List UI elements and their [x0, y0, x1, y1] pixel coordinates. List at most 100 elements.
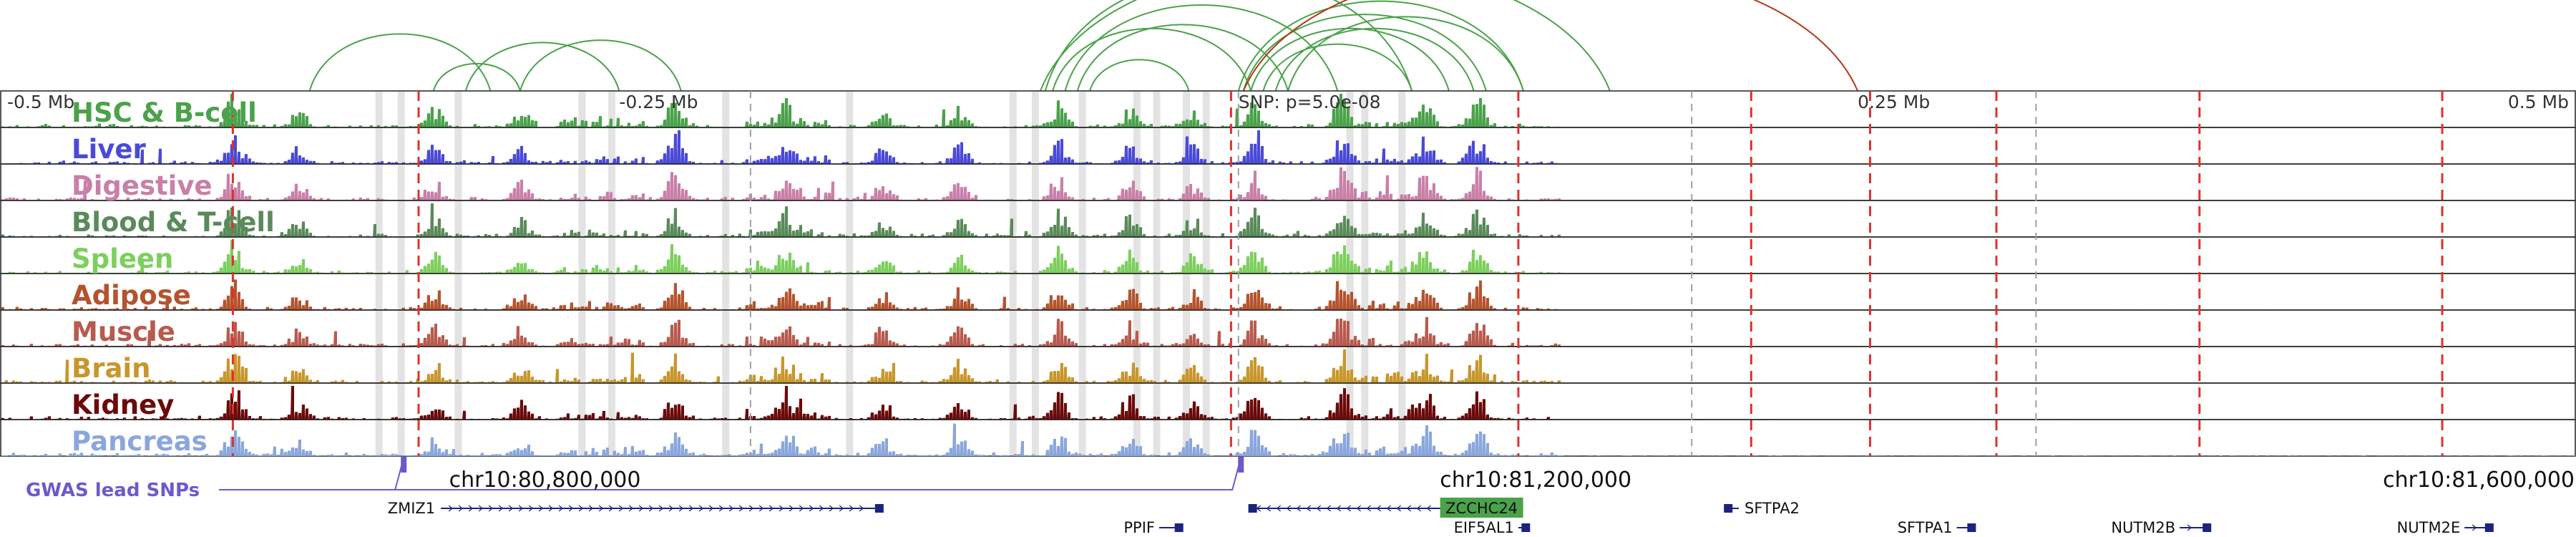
- gene-label: SFTPA1: [1898, 519, 1953, 536]
- gene-strand-chevron: [648, 505, 654, 512]
- track-frame: [0, 382, 2576, 420]
- gene-strand-chevron: [538, 505, 544, 512]
- relative-axis-label: 0.25 Mb: [1858, 92, 1930, 112]
- gene-exon: [1521, 523, 1531, 532]
- gene-strand-chevron: [718, 505, 724, 512]
- gene-strand-chevron: [1356, 505, 1361, 512]
- gene-strand-chevron: [1266, 505, 1271, 512]
- coordinate-label: chr10:80,800,000: [449, 468, 641, 493]
- chromatin-loop-arc: [1274, 27, 1475, 92]
- track-frame: [0, 419, 2576, 457]
- track-signal: [1, 240, 2576, 274]
- chromatin-loop-arc: [1076, 24, 1289, 92]
- gene-strand-chevron: [608, 505, 614, 512]
- track-label: Liver: [72, 134, 146, 165]
- gene-label: SFTPA2: [1745, 500, 1800, 517]
- track-label: Kidney: [72, 390, 174, 420]
- track-signal: [1, 167, 2576, 200]
- gene-strand-chevron: [779, 505, 784, 512]
- track-label: HSC & B-cell: [72, 97, 257, 128]
- gene-exon: [1174, 523, 1184, 532]
- track-frame: [0, 236, 2576, 274]
- gene-strand-chevron: [769, 505, 774, 512]
- track-frame: [0, 127, 2576, 165]
- gene-strand-chevron: [738, 505, 744, 512]
- gene-strand-chevron: [1316, 505, 1321, 512]
- track-frame: [0, 273, 2576, 311]
- gene-strand-chevron: [578, 505, 584, 512]
- gwas-lead-snps: GWAS lead SNPs: [26, 457, 1244, 501]
- gene-strand-chevron: [1276, 505, 1281, 512]
- track-label: Spleen: [72, 243, 173, 274]
- relative-axis-label: 0.5 Mb: [2508, 92, 2569, 112]
- gene-label: PPIF: [1123, 519, 1155, 536]
- gene-strand-chevron: [1286, 505, 1291, 512]
- gene-strand-chevron: [748, 505, 754, 512]
- gene-label: EIF5AL1: [1454, 519, 1514, 536]
- gene-strand-chevron: [478, 505, 484, 512]
- gene-strand-chevron: [448, 505, 454, 512]
- gene-strand-chevron: [1406, 505, 1411, 512]
- track-signal: [1, 423, 2576, 456]
- chromatin-loop-arc: [1250, 27, 1450, 92]
- marker-lines: [231, 91, 2444, 456]
- chromatin-loop-arc: [1039, 0, 1611, 92]
- gene-exon: [2484, 523, 2494, 532]
- track-signal: [1, 349, 2576, 383]
- track-signal: [1, 130, 2576, 164]
- track-labels: HSC & B-cell Liver Digestive Blood & T-cell…: [72, 97, 275, 457]
- gene-strand-chevron: [628, 505, 634, 512]
- track-label: Muscle: [72, 316, 175, 347]
- track-signal: [1, 386, 2576, 420]
- signal-tracks: [0, 90, 2576, 457]
- gene-strand-chevron: [458, 505, 464, 512]
- gwas-connector: [219, 457, 405, 490]
- gene-strand-chevron: [668, 505, 674, 512]
- relative-axis-label: SNP: p=5.0e-08: [1239, 92, 1381, 112]
- chromatin-loop-arc: [1262, 43, 1413, 92]
- chromatin-loop-arc: [308, 33, 492, 92]
- track-label: Adipose: [72, 280, 191, 311]
- chromatin-loop-arc: [1089, 59, 1190, 92]
- gene-label: NUTM2B: [2111, 519, 2175, 536]
- chromatin-loop-arc: [1237, 0, 1524, 92]
- gene-strand-chevron: [558, 505, 564, 512]
- gene-strand-chevron: [1376, 505, 1381, 512]
- chromatin-loop-arc: [1242, 0, 1859, 92]
- chromatin-loop-arc: [519, 39, 682, 92]
- track-signal: [1, 316, 2576, 347]
- chromatin-loop-arc: [432, 63, 521, 92]
- gene-strand-chevron: [728, 505, 734, 512]
- track-label: Digestive: [72, 170, 213, 201]
- gene-label: ZMIZ1: [388, 500, 435, 517]
- gene-strand-chevron: [1366, 505, 1371, 512]
- relative-axis-label: -0.5 Mb: [7, 92, 74, 112]
- chromatin-loop-arc: [1064, 4, 1339, 92]
- gene-strand-chevron: [1346, 505, 1351, 512]
- gene-strand-chevron: [568, 505, 574, 512]
- track-label: Brain: [72, 353, 150, 384]
- track-frame: [0, 346, 2576, 384]
- gene-strand-chevron: [849, 505, 854, 512]
- gene-strand-chevron: [1336, 505, 1341, 512]
- coordinate-axis: chr10:80,800,000 chr10:81,200,000 chr10:81…: [449, 468, 2575, 493]
- gene-exon: [1967, 523, 1976, 532]
- gene-strand-chevron: [1306, 505, 1311, 512]
- gene-strand-chevron: [1386, 505, 1391, 512]
- gene-strand-chevron: [819, 505, 824, 512]
- gene-strand-chevron: [859, 505, 864, 512]
- gene-strand-chevron: [698, 505, 704, 512]
- gene-strand-chevron: [638, 505, 644, 512]
- gene-strand-chevron: [528, 505, 534, 512]
- gene-exon: [874, 504, 884, 513]
- track-frame: [0, 163, 2576, 201]
- track-signal: [1, 279, 2576, 310]
- gene-strand-chevron: [1416, 505, 1421, 512]
- track-signal: [1, 203, 2576, 237]
- chromatin-loops: [308, 0, 1859, 92]
- coordinate-label: chr10:81,200,000: [1440, 468, 1631, 493]
- gene-strand-chevron: [1396, 505, 1401, 512]
- gene-strand-chevron: [2472, 524, 2477, 531]
- gene-highlight-box: [1440, 498, 1523, 518]
